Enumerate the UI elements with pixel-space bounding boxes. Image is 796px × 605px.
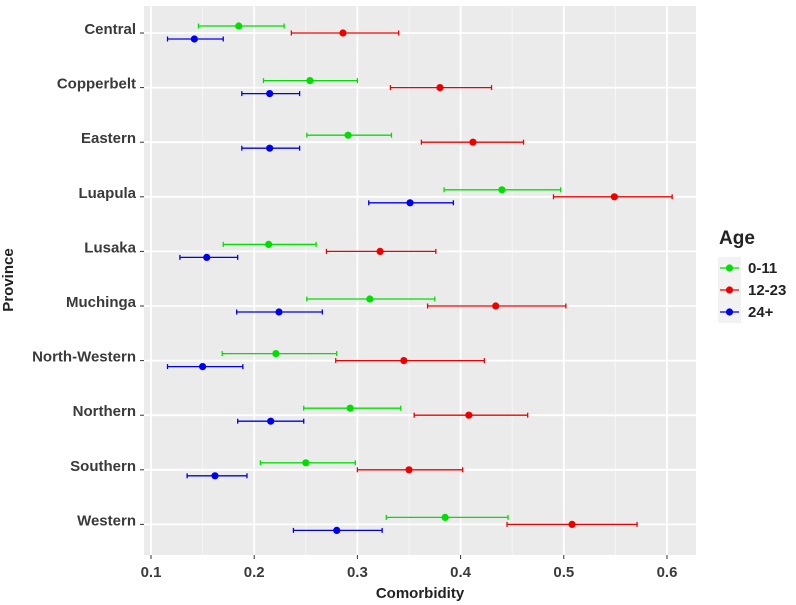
y-tick-label: Lusaka [84,239,136,256]
data-point [199,363,207,371]
data-point [400,357,408,365]
y-tick-label: Copperbelt [57,76,136,93]
x-tick-label: 0.1 [141,564,162,581]
x-axis-title: Comorbidity [376,585,465,602]
series-24+ [166,35,455,535]
data-point [376,247,384,255]
data-point [339,29,347,37]
legend-key-point [725,264,734,272]
axis-ticks: 0.1 0.2 0.3 0.4 0.5 0.6 Central Copperbelt Easte… [32,21,677,581]
data-point [469,138,477,146]
data-point [211,472,219,480]
x-tick-label: 0.2 [244,564,265,581]
data-point [203,253,211,261]
y-tick-label: Muchinga [66,294,137,311]
x-tick-label: 0.3 [347,564,368,581]
data-marks [166,22,673,535]
legend-title: Age [719,228,755,249]
legend-label: 12-23 [748,282,786,299]
data-point [275,308,283,316]
legend: Age 0-11 12-23 24+ [718,228,786,323]
data-point [568,520,576,529]
data-point [406,199,414,207]
legend-key-point [725,308,734,316]
y-tick-label: Central [84,21,136,38]
y-axis-title: Province [0,248,17,311]
plot-panel [144,6,696,555]
data-point [272,350,280,358]
x-tick-label: 0.4 [450,564,472,581]
legend-label: 24+ [748,304,774,321]
data-point [333,526,341,535]
data-point [190,35,198,43]
legend-label: 0-11 [748,260,777,277]
data-point [266,144,274,152]
data-point [465,411,473,419]
data-point [235,22,243,30]
y-tick-label: Northern [73,403,136,420]
y-tick-label: Eastern [81,130,136,147]
grid-lines [144,6,696,555]
y-tick-label: Western [77,512,136,529]
data-point [306,77,314,85]
series-12-23 [290,29,673,529]
legend-key-point [725,286,734,294]
y-tick-label: North-Western [32,349,136,366]
y-tick-label: Luapula [78,185,136,202]
data-point [344,131,352,139]
data-point [498,186,506,194]
data-point [610,193,618,201]
data-point [441,513,449,522]
x-tick-label: 0.6 [657,564,678,581]
data-point [346,404,354,412]
data-point [267,417,275,425]
x-tick-label: 0.5 [553,564,574,581]
data-point [266,90,274,98]
series-0-11 [197,22,562,522]
data-point [405,466,413,474]
data-point [265,240,273,248]
data-point [436,84,444,92]
data-point [366,295,374,303]
y-tick-label: Southern [70,458,136,475]
data-point [302,459,310,467]
data-point [492,302,500,310]
